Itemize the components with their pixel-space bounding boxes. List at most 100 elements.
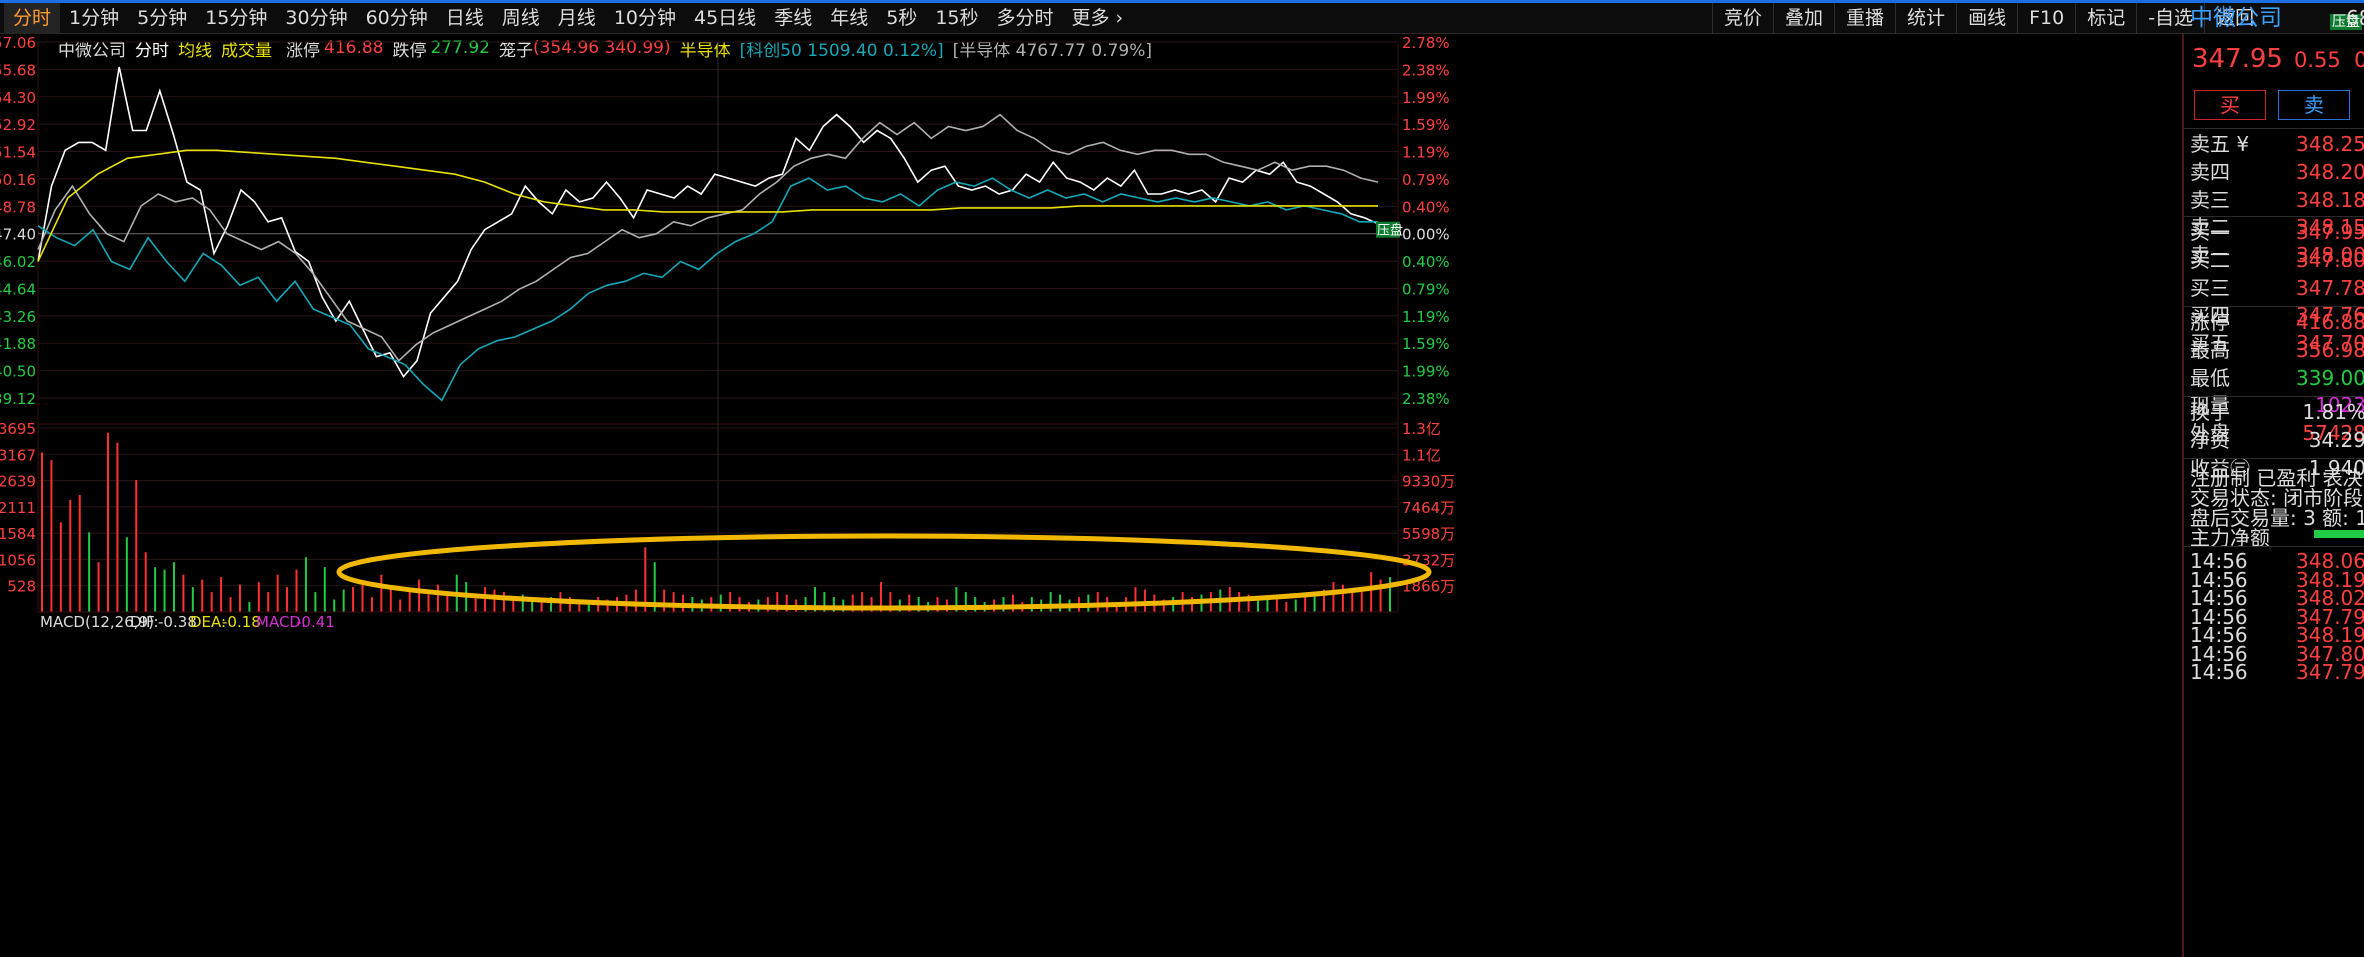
volume-tick-right: 5598万 xyxy=(1402,525,1455,543)
trade-price: 348.19 xyxy=(2296,623,2364,647)
main-flow-bar xyxy=(2314,530,2364,538)
stat-row-0[interactable]: 涨停 416.88 xyxy=(2190,308,2364,336)
pct-tick-label: 0.79% xyxy=(1402,280,1450,298)
sell-button[interactable]: 卖 xyxy=(2278,90,2350,120)
bid-row-1[interactable]: 买一 347.95 xyxy=(2190,218,2364,246)
trade-time: 14:56 xyxy=(2190,604,2248,629)
change-pct: 0.1 xyxy=(2354,48,2364,72)
tab-period-16[interactable]: 更多 › xyxy=(1071,7,1124,29)
stat-row-3[interactable]: 现量 1023 xyxy=(2190,391,2364,419)
tool-button-2[interactable]: 重播 xyxy=(1834,3,1895,34)
pct-tick-label: 0.79% xyxy=(1402,171,1450,189)
stat2-row-1[interactable]: 净资 34.29 xyxy=(2190,426,2364,454)
tool-button-3[interactable]: 统计 xyxy=(1895,3,1956,34)
stat2-row-2-value: 1.940 xyxy=(2308,455,2364,480)
stat2-row-1-value: 34.29 xyxy=(2308,427,2364,452)
stat-row-3-value: 1023 xyxy=(2315,393,2364,418)
tool-buttons: 竞价 叠加 重播 统计 画线 F10 标记 -自选 返回 xyxy=(1712,3,2265,34)
trade-time: 14:56 xyxy=(2190,567,2248,592)
bid-row-2-label: 买二 xyxy=(2190,247,2230,272)
trade-price: 348.06 xyxy=(2296,549,2364,573)
bid-row-4[interactable]: 买四 347.76 xyxy=(2190,301,2364,329)
tool-button-1[interactable]: 叠加 xyxy=(1773,3,1834,34)
series-line-2 xyxy=(37,177,1378,402)
pct-tick-label: 1.19% xyxy=(1402,308,1450,326)
tab-period-1[interactable]: 1分钟 xyxy=(69,7,120,29)
intraday-chart[interactable]: 357.06 2.78% 355.68 2.38% 354.30 1.99% 352.92 1… xyxy=(0,34,2180,957)
ask-row-3[interactable]: 卖三 348.18 xyxy=(2190,186,2364,214)
pct-tick-label: 1.19% xyxy=(1402,144,1450,162)
tool-button-6[interactable]: 标记 xyxy=(2075,3,2136,34)
note-line-2: 盘后交易量: 3 额: 1 xyxy=(2190,506,2364,530)
volume-tick-left: 1584 xyxy=(0,525,36,543)
ask-row-5-label: 卖五 ¥ xyxy=(2190,132,2250,156)
tool-button-7[interactable]: -自选 xyxy=(2136,3,2204,34)
info-mode[interactable]: 分时 xyxy=(135,40,169,61)
stock-name-title[interactable]: 中微公司 xyxy=(2190,5,2282,31)
end-tag-label: 压盘 xyxy=(1377,223,1403,239)
pct-tick-label: 2.38% xyxy=(1402,61,1450,79)
stat2-row-0-value: 1.81% xyxy=(2302,400,2364,424)
bid-row-4-label: 买四 xyxy=(2190,303,2230,328)
tool-button-5[interactable]: F10 xyxy=(2017,3,2075,34)
tool-button-0[interactable]: 竞价 xyxy=(1712,3,1773,34)
price-tick-label: 352.92 xyxy=(0,116,36,134)
tab-period-8[interactable]: 月线 xyxy=(557,7,596,29)
info-avg-line[interactable]: 均线 xyxy=(178,40,212,61)
tab-period-15[interactable]: 多分时 xyxy=(996,7,1054,29)
volume-tick-left: 3695 xyxy=(0,420,36,438)
trade-time: 14:56 xyxy=(2190,660,2248,684)
period-tabs: 分时 1分钟 5分钟 15分钟 30分钟 60分钟 日线 周线 月线 10分钟 45日线 季线 年线 5秒… xyxy=(4,3,1132,34)
ask-row-2-label: 卖二 xyxy=(2190,215,2230,240)
ask-row-4[interactable]: 卖四 348.20 xyxy=(2190,158,2364,186)
ask-row-2[interactable]: 卖二 348.15 xyxy=(2190,213,2364,241)
price-tick-label: 341.88 xyxy=(0,335,36,353)
info-index2: [半导体 4767.77 0.79%] xyxy=(952,40,1153,61)
stat-row-4[interactable]: 外盘 57428 xyxy=(2190,419,2364,447)
tab-period-5[interactable]: 60分钟 xyxy=(365,7,428,29)
buy-button[interactable]: 买 xyxy=(2194,90,2266,120)
tab-period-0[interactable]: 分时 xyxy=(4,3,61,34)
tab-period-4[interactable]: 30分钟 xyxy=(285,7,348,29)
tab-period-3[interactable]: 15分钟 xyxy=(205,7,268,29)
volume-tick-left: 528 xyxy=(7,578,36,596)
tab-period-2[interactable]: 5分钟 xyxy=(137,7,188,29)
bid-row-3[interactable]: 买三 347.78 xyxy=(2190,274,2364,302)
pct-tick-label: 0.00% xyxy=(1402,226,1450,244)
info-cage: (354.96 340.99) xyxy=(532,38,671,58)
stat-row-2-value: 339.00 xyxy=(2296,365,2364,390)
tab-period-6[interactable]: 日线 xyxy=(445,7,484,29)
trade-price: 347.79 xyxy=(2296,604,2364,629)
tab-period-11[interactable]: 季线 xyxy=(774,7,813,29)
bid-row-5[interactable]: 买五 347.70 xyxy=(2190,329,2364,357)
ask-row-1[interactable]: 卖一 348.00 xyxy=(2190,241,2364,269)
info-volume[interactable]: 成交量 xyxy=(221,40,272,61)
price-tick-label: 339.12 xyxy=(0,390,36,408)
tool-button-8[interactable]: 返回 xyxy=(2204,3,2265,34)
ask-row-2-value: 348.15 xyxy=(2296,215,2364,240)
stock-badge: 压盘 xyxy=(2330,14,2362,30)
tab-period-13[interactable]: 5秒 xyxy=(886,7,918,29)
stat2-row-0[interactable]: 换手 1.81% xyxy=(2190,398,2364,426)
tab-period-12[interactable]: 年线 xyxy=(830,7,869,29)
bid-row-3-value: 347.78 xyxy=(2296,275,2364,300)
tab-period-10[interactable]: 45日线 xyxy=(694,7,757,29)
ask-row-5[interactable]: 卖五 ¥ 348.25 xyxy=(2190,130,2364,158)
macd-text-0: MACD(12,26,9) xyxy=(40,613,154,631)
pct-tick-label: 2.78% xyxy=(1402,34,1450,52)
info-stock-name: 中微公司 xyxy=(58,40,126,61)
trade-time: 14:56 xyxy=(2190,641,2248,666)
stat-row-1[interactable]: 最高 356.98 xyxy=(2190,336,2364,364)
bid-row-5-label: 买五 xyxy=(2190,331,2230,356)
volume-tick-left: 2111 xyxy=(0,499,36,517)
stat-row-2[interactable]: 最低 339.00 xyxy=(2190,364,2364,392)
tab-period-14[interactable]: 15秒 xyxy=(935,7,979,29)
tab-period-9[interactable]: 10分钟 xyxy=(613,7,676,29)
stock-code: 68 xyxy=(2346,6,2364,30)
tab-period-7[interactable]: 周线 xyxy=(501,7,540,29)
stat2-row-2[interactable]: 收益㊂ 1.940 xyxy=(2190,454,2364,482)
bid-row-2[interactable]: 买二 347.80 xyxy=(2190,246,2364,274)
price-change: 0.55 0.1 xyxy=(2294,48,2364,72)
divider-book xyxy=(2184,216,2364,217)
tool-button-4[interactable]: 画线 xyxy=(1956,3,2017,34)
